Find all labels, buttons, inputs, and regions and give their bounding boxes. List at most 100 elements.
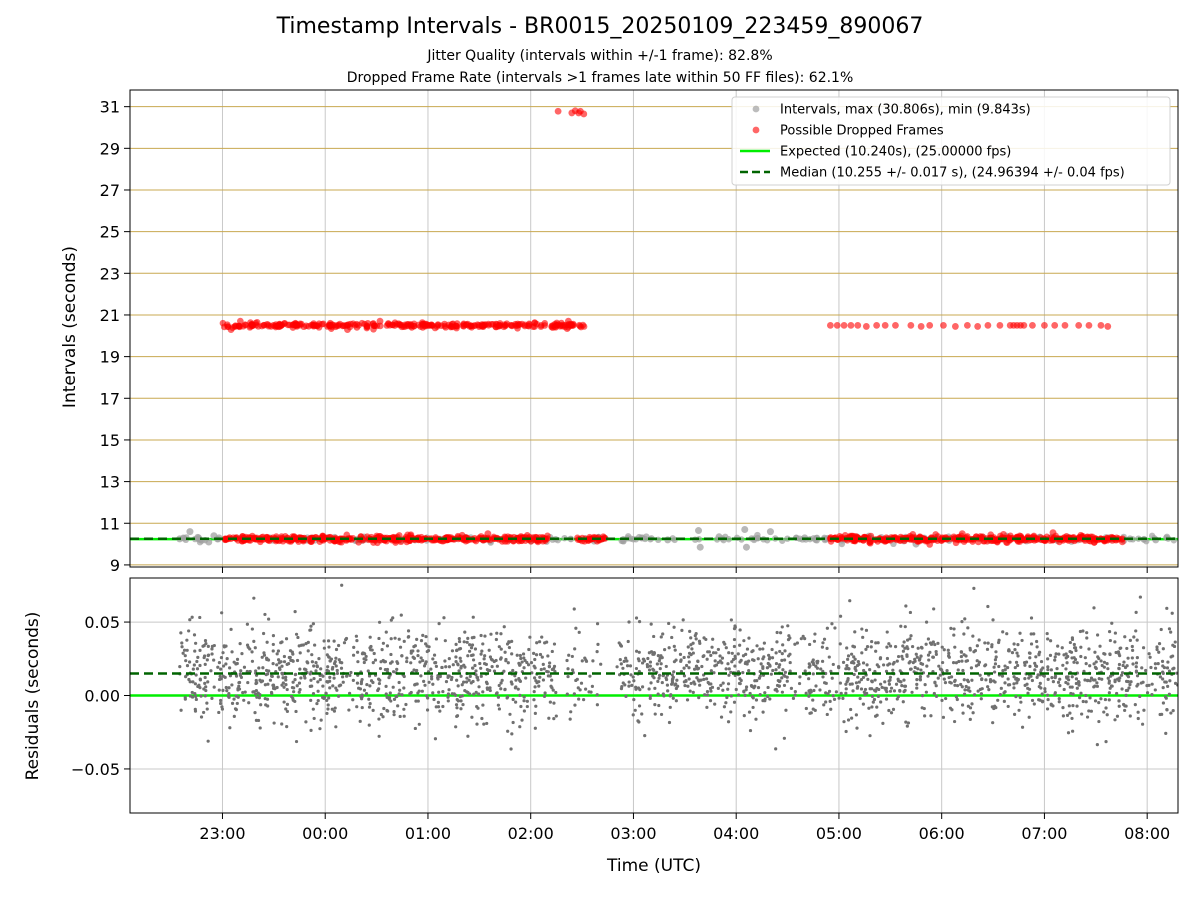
residual-point — [947, 675, 951, 680]
residual-point — [1110, 684, 1114, 688]
residual-point — [494, 691, 499, 696]
residual-point — [349, 670, 353, 675]
residual-point — [680, 628, 684, 632]
residual-point — [483, 634, 487, 638]
residual-point — [670, 682, 674, 686]
residual-point — [336, 694, 341, 698]
residual-point — [934, 684, 938, 688]
residual-point — [242, 698, 246, 702]
residual-point — [219, 656, 224, 660]
residual-point — [402, 639, 406, 643]
residual-point — [1120, 671, 1125, 675]
residual-point — [1015, 681, 1019, 685]
residual-point — [859, 677, 864, 682]
dropped-frame-point — [493, 321, 500, 328]
residual-point — [395, 667, 399, 672]
residual-point — [1085, 679, 1090, 683]
residual-point — [708, 686, 713, 691]
residual-point — [545, 669, 549, 674]
residual-point — [1089, 676, 1094, 680]
residual-point — [960, 659, 964, 663]
residual-point — [1131, 662, 1135, 666]
dropped-frame-point — [284, 321, 292, 329]
dropped-frame-point — [537, 322, 545, 329]
residual-point — [415, 637, 419, 641]
residual-point — [1123, 635, 1127, 639]
residual-point — [659, 654, 663, 658]
residual-point — [799, 637, 803, 641]
residual-point — [306, 649, 310, 653]
residual-point — [674, 658, 678, 662]
residual-point — [637, 620, 642, 624]
residual-point — [726, 662, 730, 666]
residual-point — [248, 647, 252, 651]
residual-point — [868, 687, 872, 691]
residual-point — [533, 726, 537, 730]
residual-point — [1065, 713, 1070, 717]
residual-point — [1165, 666, 1170, 670]
residual-point — [309, 728, 313, 732]
residual-point — [341, 680, 345, 684]
residual-point — [787, 634, 791, 638]
residual-point — [657, 703, 661, 708]
residual-point — [956, 668, 960, 672]
residual-point — [1125, 664, 1129, 668]
residual-point — [1128, 714, 1132, 718]
residual-point — [348, 673, 352, 677]
residual-point — [1093, 650, 1097, 654]
residual-point — [868, 668, 872, 672]
residual-point — [547, 716, 551, 720]
residual-point — [778, 631, 783, 635]
residual-point — [750, 658, 755, 662]
residual-point — [726, 687, 730, 691]
residual-point — [573, 647, 577, 651]
residual-point — [1013, 648, 1017, 652]
residual-point — [1068, 685, 1072, 689]
residual-point — [294, 672, 298, 677]
residual-point — [690, 647, 694, 651]
dropped-frame-point — [445, 321, 452, 329]
residual-point — [754, 717, 758, 721]
residual-point — [496, 703, 500, 707]
residual-point — [1089, 709, 1093, 713]
residual-point — [1134, 610, 1138, 615]
residual-point — [1117, 667, 1121, 671]
residual-point — [219, 667, 223, 671]
residual-point — [1061, 714, 1065, 718]
residual-point — [853, 657, 857, 661]
residual-point — [449, 677, 454, 682]
residual-point — [1077, 680, 1081, 684]
residual-point — [694, 664, 699, 668]
residual-point — [1046, 657, 1050, 661]
residual-point — [1121, 663, 1125, 668]
residual-point — [656, 679, 660, 683]
residual-point — [1067, 704, 1071, 708]
residual-point — [457, 669, 461, 673]
residual-point — [499, 632, 503, 636]
residual-point — [344, 637, 348, 642]
residual-point — [1132, 635, 1136, 639]
residual-point — [328, 675, 332, 679]
residual-point — [456, 699, 460, 703]
residual-point — [282, 660, 287, 664]
residual-point — [777, 684, 781, 688]
residual-point — [1164, 680, 1168, 684]
residual-point — [838, 614, 843, 618]
residual-point — [1079, 691, 1083, 695]
residual-point — [700, 664, 704, 669]
residual-point — [855, 663, 860, 668]
residual-point — [1098, 644, 1102, 648]
residual-point — [727, 651, 731, 655]
residual-point — [543, 691, 547, 695]
residual-point — [1097, 701, 1101, 705]
x-tick-label: 05:00 — [816, 824, 862, 843]
residual-point — [1102, 665, 1106, 669]
dropped-frame-point — [488, 321, 495, 328]
residual-point — [1045, 707, 1050, 711]
residual-point — [964, 654, 968, 658]
residual-point — [1029, 616, 1034, 620]
residual-point — [1119, 673, 1124, 677]
residual-point — [459, 699, 463, 703]
residual-point — [959, 654, 963, 659]
residual-point — [1092, 606, 1096, 610]
